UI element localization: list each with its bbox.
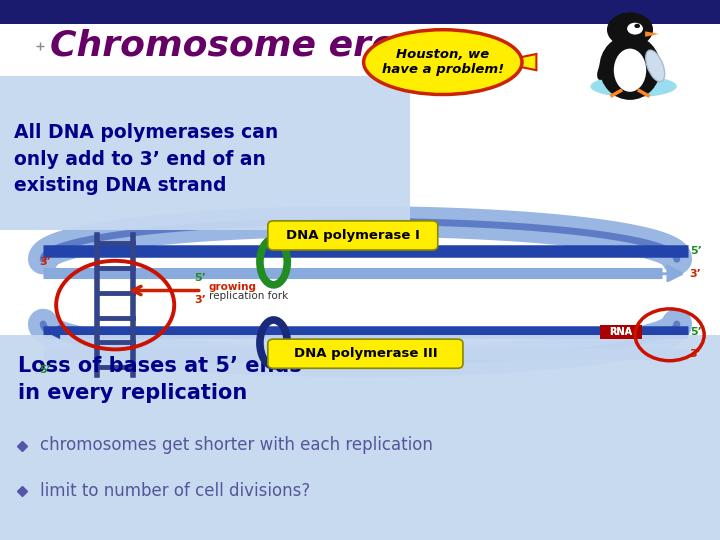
Circle shape [607, 12, 653, 47]
Text: 3’: 3’ [690, 269, 701, 279]
Text: 5’: 5’ [690, 327, 701, 337]
Text: 5’: 5’ [194, 273, 206, 283]
Ellipse shape [613, 49, 647, 92]
Ellipse shape [364, 30, 522, 94]
FancyBboxPatch shape [268, 221, 438, 250]
Bar [0, 335, 720, 540]
Ellipse shape [627, 23, 643, 35]
Polygon shape [497, 54, 536, 70]
Bar [0, 76, 410, 230]
Text: 5’: 5’ [690, 246, 701, 256]
Polygon shape [645, 31, 659, 37]
Text: chromosomes get shorter with each replication: chromosomes get shorter with each replic… [40, 436, 433, 455]
Text: replication fork: replication fork [209, 291, 288, 301]
Text: 3’: 3’ [40, 257, 51, 267]
Text: DNA polymerase I: DNA polymerase I [286, 229, 420, 242]
Ellipse shape [646, 50, 665, 82]
FancyBboxPatch shape [600, 325, 642, 339]
Circle shape [634, 24, 640, 28]
Text: DNA polymerase III: DNA polymerase III [294, 347, 438, 360]
Text: limit to number of cell divisions?: limit to number of cell divisions? [40, 482, 310, 501]
Ellipse shape [599, 35, 661, 100]
Text: RNA: RNA [609, 327, 632, 336]
Text: RNA: RNA [609, 327, 632, 336]
Text: All DNA polymerases can
only add to 3’ end of an
existing DNA strand: All DNA polymerases can only add to 3’ e… [14, 123, 279, 195]
Text: 3’: 3’ [194, 295, 206, 305]
Text: Chromosome erosion: Chromosome erosion [50, 29, 481, 63]
Ellipse shape [597, 52, 616, 80]
Text: 5’: 5’ [40, 365, 51, 375]
FancyBboxPatch shape [268, 339, 463, 368]
Text: growing: growing [209, 282, 257, 292]
Text: Loss of bases at 5’ ends
in every replication: Loss of bases at 5’ ends in every replic… [18, 356, 302, 403]
Bar [0, 0, 720, 24]
Text: Houston, we
have a problem!: Houston, we have a problem! [382, 48, 504, 76]
Text: 3’: 3’ [690, 349, 701, 359]
Ellipse shape [590, 76, 677, 97]
